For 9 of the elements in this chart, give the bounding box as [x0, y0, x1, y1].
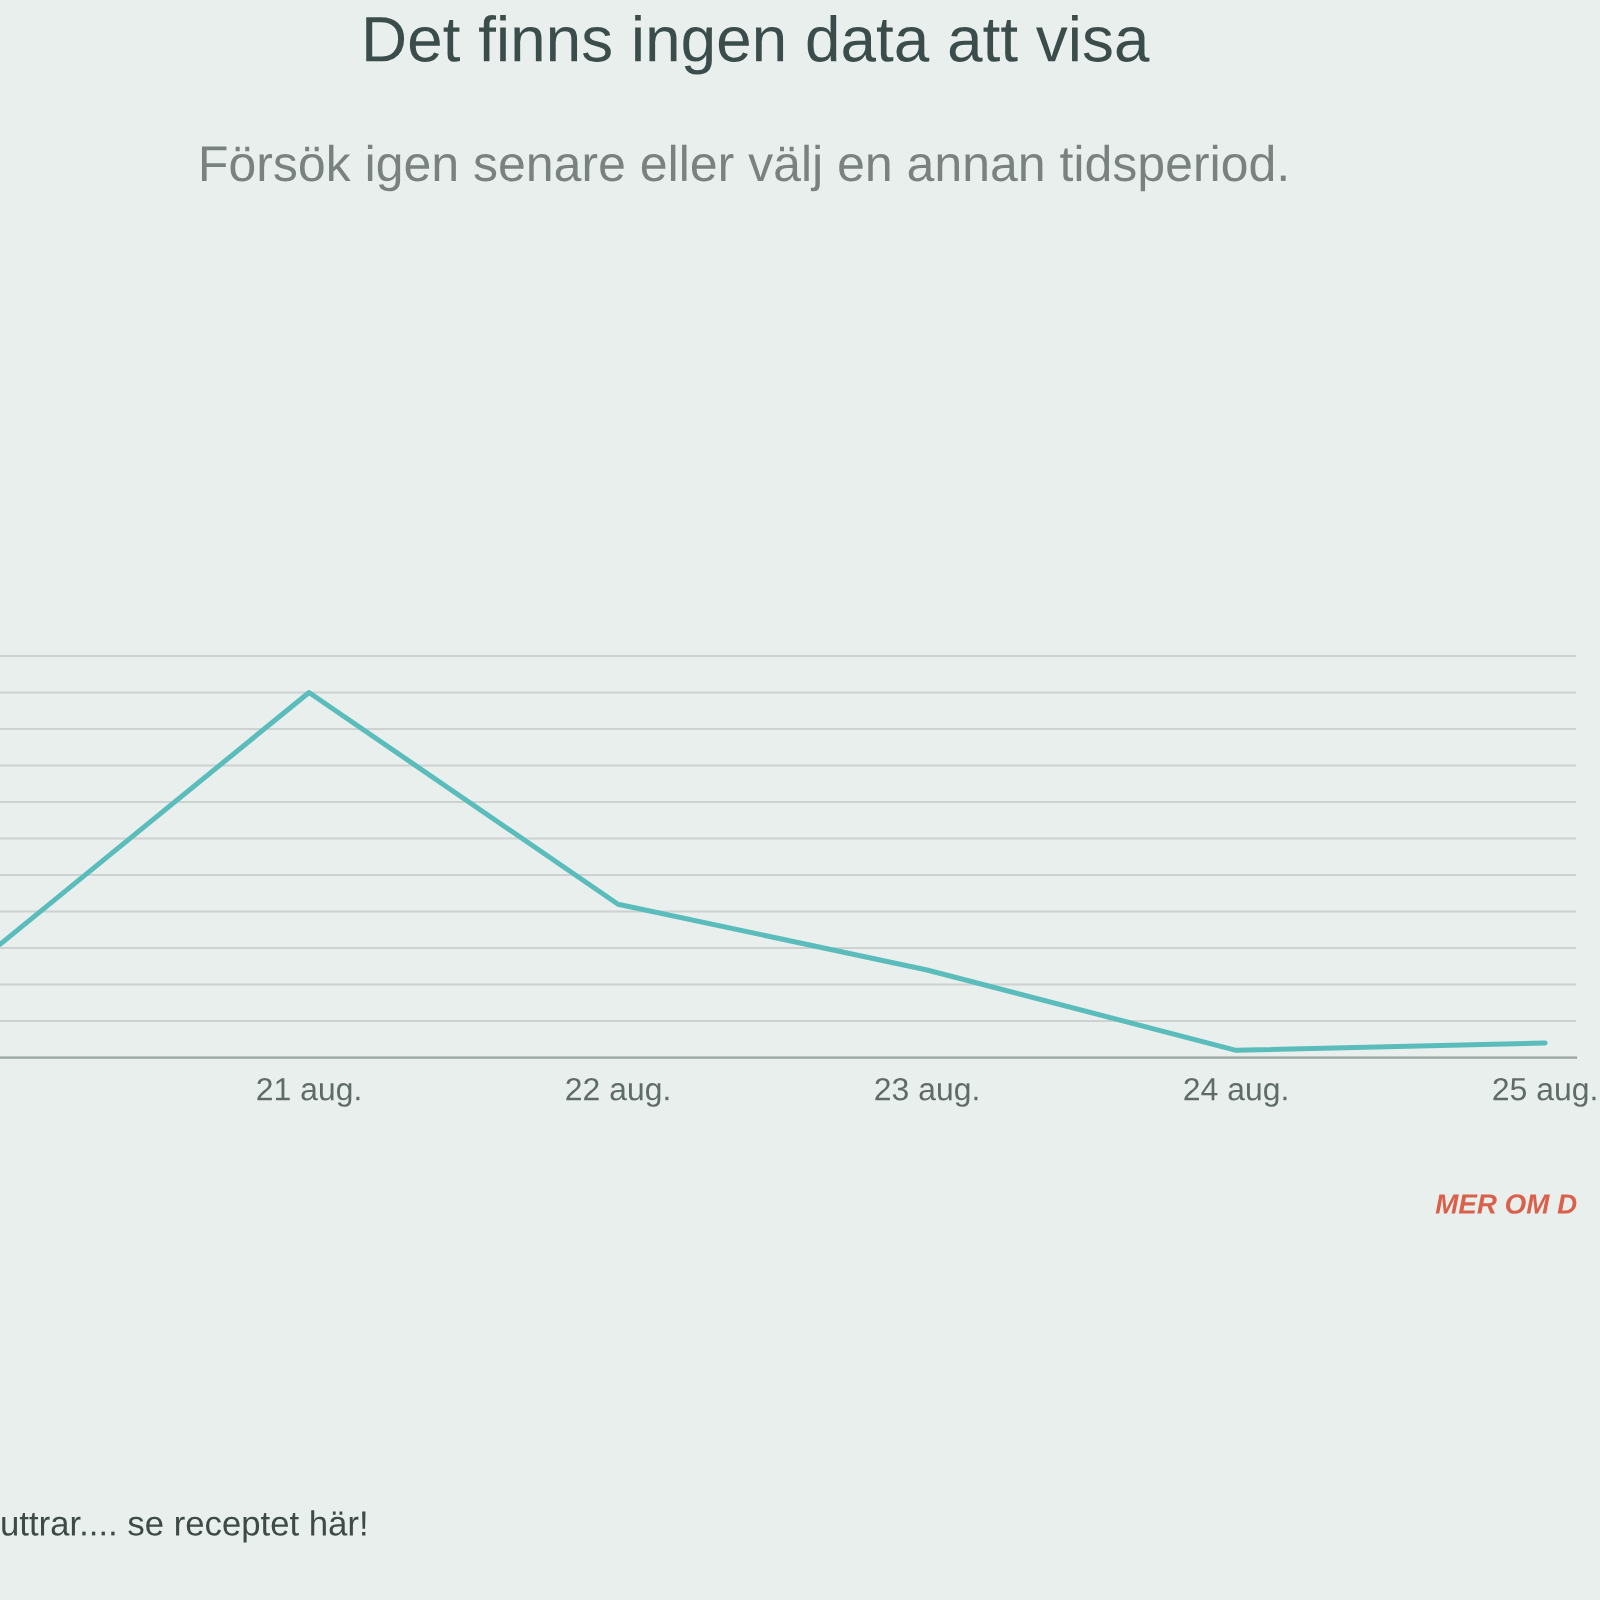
chart-subtitle: Försök igen senare eller välj en annan tidsperiod.: [201, 144, 1286, 192]
text: uttrar.... se receptet här!: [2, 1510, 366, 1543]
text: MER OM D: [1435, 1194, 1577, 1214]
x-tick-label: 22 aug.: [566, 1077, 669, 1107]
chart-title: Det finns ingen data att visa: [366, 15, 1150, 75]
x-tick-label: 23 aug.: [875, 1077, 978, 1107]
x-tick-label: 21 aug.: [257, 1077, 360, 1107]
x-tick-label: 24 aug.: [1184, 1077, 1287, 1107]
x-tick-label: 25 aug.: [1493, 1077, 1596, 1107]
